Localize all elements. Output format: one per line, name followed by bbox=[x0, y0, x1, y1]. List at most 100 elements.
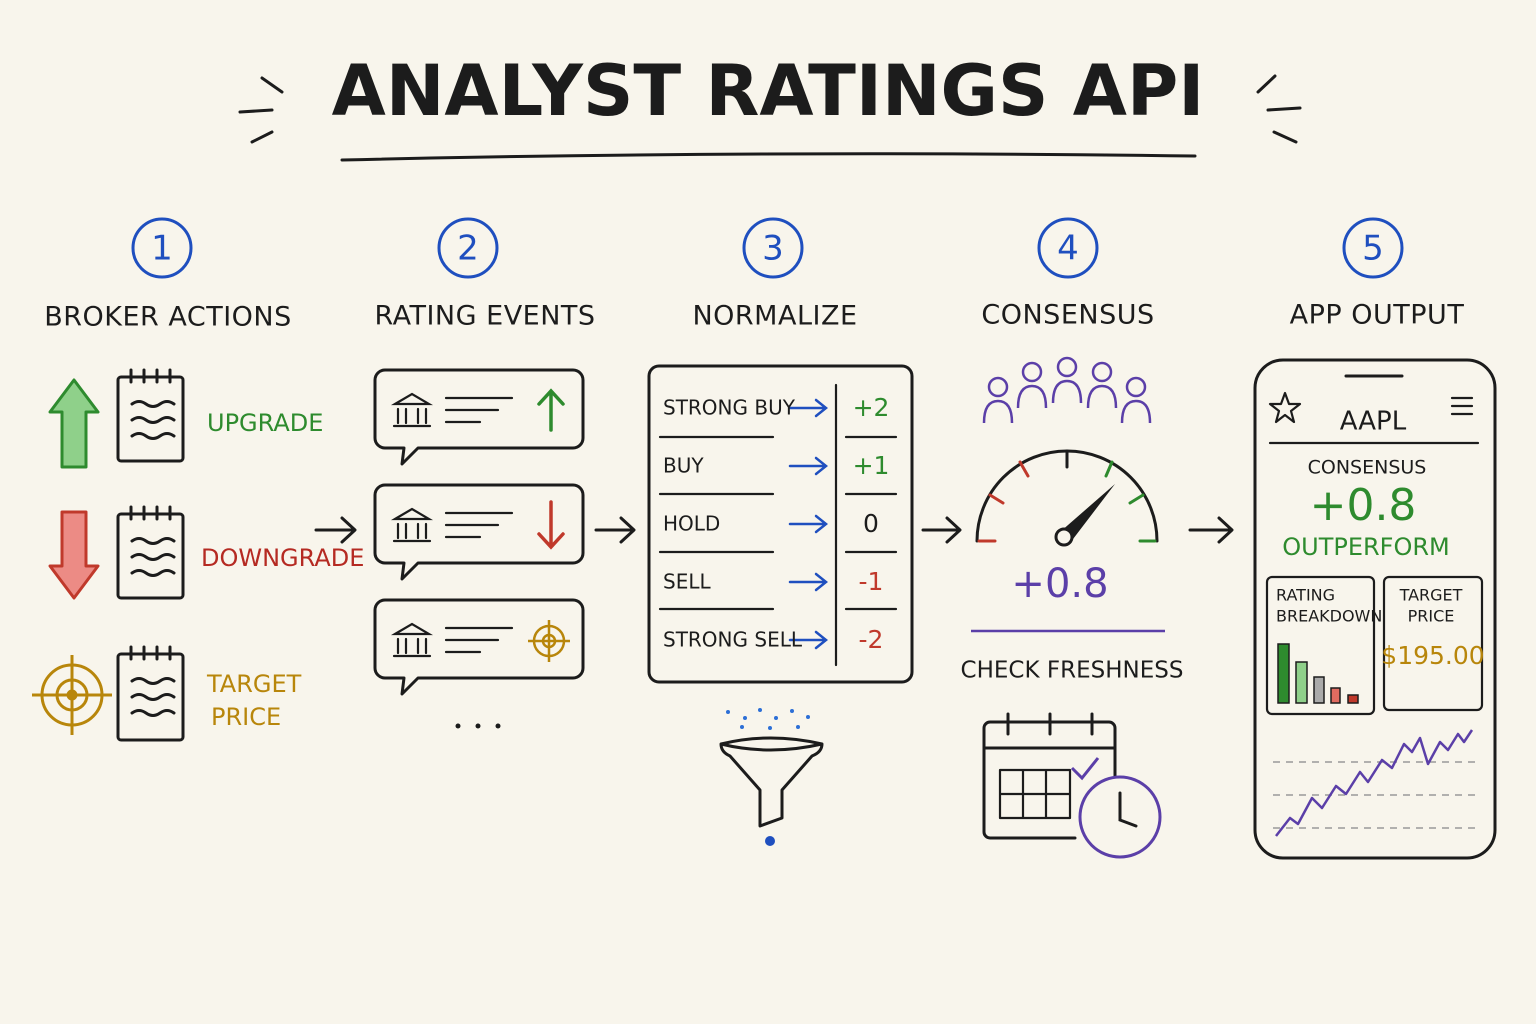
step-label: APP OUTPUT bbox=[1290, 300, 1465, 331]
icon-path bbox=[250, 130, 274, 144]
step-label: RATING EVENTS bbox=[374, 301, 595, 332]
icon-circle bbox=[1021, 361, 1043, 383]
icon-path bbox=[1086, 384, 1118, 409]
icon-rect bbox=[647, 364, 914, 684]
icon-circle bbox=[455, 723, 461, 729]
rating-name: HOLD bbox=[663, 512, 720, 536]
icon-path bbox=[594, 516, 636, 544]
icon-path bbox=[788, 398, 829, 418]
icon-path bbox=[982, 720, 1117, 840]
icon-path bbox=[1018, 460, 1030, 478]
icon-group bbox=[977, 449, 1157, 543]
icon-group bbox=[1277, 643, 1359, 704]
icon-path bbox=[390, 392, 434, 428]
icon-rect bbox=[116, 652, 185, 742]
rating-score: -2 bbox=[859, 625, 884, 654]
step-label: CONSENSUS bbox=[981, 300, 1154, 331]
icon-path bbox=[390, 622, 434, 658]
icon-circle bbox=[987, 376, 1009, 398]
step-number: 4 bbox=[1057, 229, 1079, 269]
icon-circle bbox=[1054, 527, 1074, 547]
app-rating: OUTPERFORM bbox=[1282, 533, 1450, 561]
icon-path bbox=[129, 645, 176, 717]
step-number: 5 bbox=[1362, 229, 1384, 269]
icon-path bbox=[1450, 396, 1474, 416]
target-label: PRICE bbox=[1408, 607, 1455, 626]
icon-path bbox=[788, 572, 829, 592]
title-flourish bbox=[238, 74, 1302, 144]
icon-path bbox=[1268, 391, 1302, 424]
icon-path bbox=[788, 630, 829, 650]
app-score: +0.8 bbox=[1310, 480, 1417, 531]
icon-path bbox=[1273, 761, 1478, 829]
icon-group bbox=[726, 708, 810, 730]
icon-rect bbox=[116, 375, 185, 463]
icon-path bbox=[982, 399, 1014, 424]
icon-path bbox=[528, 620, 570, 662]
icon-group bbox=[982, 712, 1117, 840]
ticker: AAPL bbox=[1340, 407, 1407, 437]
icon-circle bbox=[475, 723, 481, 729]
action-label: TARGET bbox=[206, 670, 302, 698]
icon-path bbox=[1060, 484, 1115, 543]
title-underline bbox=[340, 152, 1197, 162]
icon-path bbox=[48, 510, 100, 600]
icon-path bbox=[537, 500, 565, 550]
target-value: $195.00 bbox=[1381, 641, 1484, 670]
rating-score: -1 bbox=[859, 567, 884, 596]
icon-circle bbox=[765, 836, 775, 846]
consensus-score: +0.8 bbox=[1011, 561, 1108, 607]
breakdown-label: BREAKDOWN bbox=[1276, 607, 1382, 626]
rating-name: STRONG SELL bbox=[663, 628, 803, 652]
icon-path bbox=[1104, 460, 1114, 478]
icon-path bbox=[260, 76, 284, 94]
icon-circle bbox=[1037, 217, 1099, 279]
icon-rect bbox=[1313, 676, 1325, 704]
icon-path bbox=[32, 655, 112, 735]
rating-name: STRONG BUY bbox=[663, 396, 796, 420]
icon-group bbox=[373, 368, 585, 696]
icon-path bbox=[537, 388, 565, 432]
icon-path bbox=[1188, 516, 1234, 544]
icon-rect bbox=[1253, 358, 1497, 860]
icon-circle bbox=[796, 725, 800, 729]
icon-path bbox=[1051, 379, 1083, 404]
icon-path bbox=[921, 516, 962, 544]
icon-path bbox=[998, 768, 1072, 820]
icon-group bbox=[528, 620, 570, 662]
icon-path bbox=[238, 108, 274, 114]
rating-score: +2 bbox=[853, 393, 890, 422]
icon-circle bbox=[1056, 356, 1078, 378]
step-number: 1 bbox=[151, 229, 173, 269]
icon-rect bbox=[1347, 694, 1359, 704]
action-label: PRICE bbox=[211, 703, 281, 731]
icon-path bbox=[1256, 74, 1277, 94]
icon-path bbox=[1070, 757, 1100, 781]
icon-path bbox=[373, 598, 585, 696]
icon-path bbox=[788, 456, 829, 476]
icon-path bbox=[988, 493, 1005, 505]
icon-circle bbox=[437, 217, 499, 279]
broker-actions: UPGRADE DOWNGRADE TARGET PRICE bbox=[32, 368, 364, 742]
icon-group bbox=[32, 655, 112, 735]
action-label: UPGRADE bbox=[207, 409, 323, 437]
icon-rect bbox=[1265, 575, 1376, 716]
icon-rect bbox=[1277, 643, 1290, 704]
icon-group bbox=[390, 392, 514, 658]
icon-path bbox=[1120, 399, 1152, 424]
step-label: NORMALIZE bbox=[692, 301, 857, 332]
step-number: 2 bbox=[457, 229, 479, 269]
icon-path bbox=[1118, 791, 1138, 828]
icon-circle bbox=[131, 217, 193, 279]
icon-path bbox=[444, 396, 514, 424]
app-output: AAPL CONSENSUS +0.8 OUTPERFORM RATING BR… bbox=[1253, 358, 1497, 860]
icon-path bbox=[390, 507, 434, 543]
icon-path bbox=[1272, 130, 1298, 144]
icon-group bbox=[982, 356, 1152, 424]
icon-rect bbox=[1382, 575, 1484, 712]
consensus: +0.8 CHECK FRESHNESS bbox=[961, 356, 1183, 859]
icon-path bbox=[788, 514, 829, 534]
icon-circle bbox=[1125, 376, 1147, 398]
breakdown-label: RATING bbox=[1276, 586, 1335, 605]
icon-rect bbox=[116, 512, 185, 600]
